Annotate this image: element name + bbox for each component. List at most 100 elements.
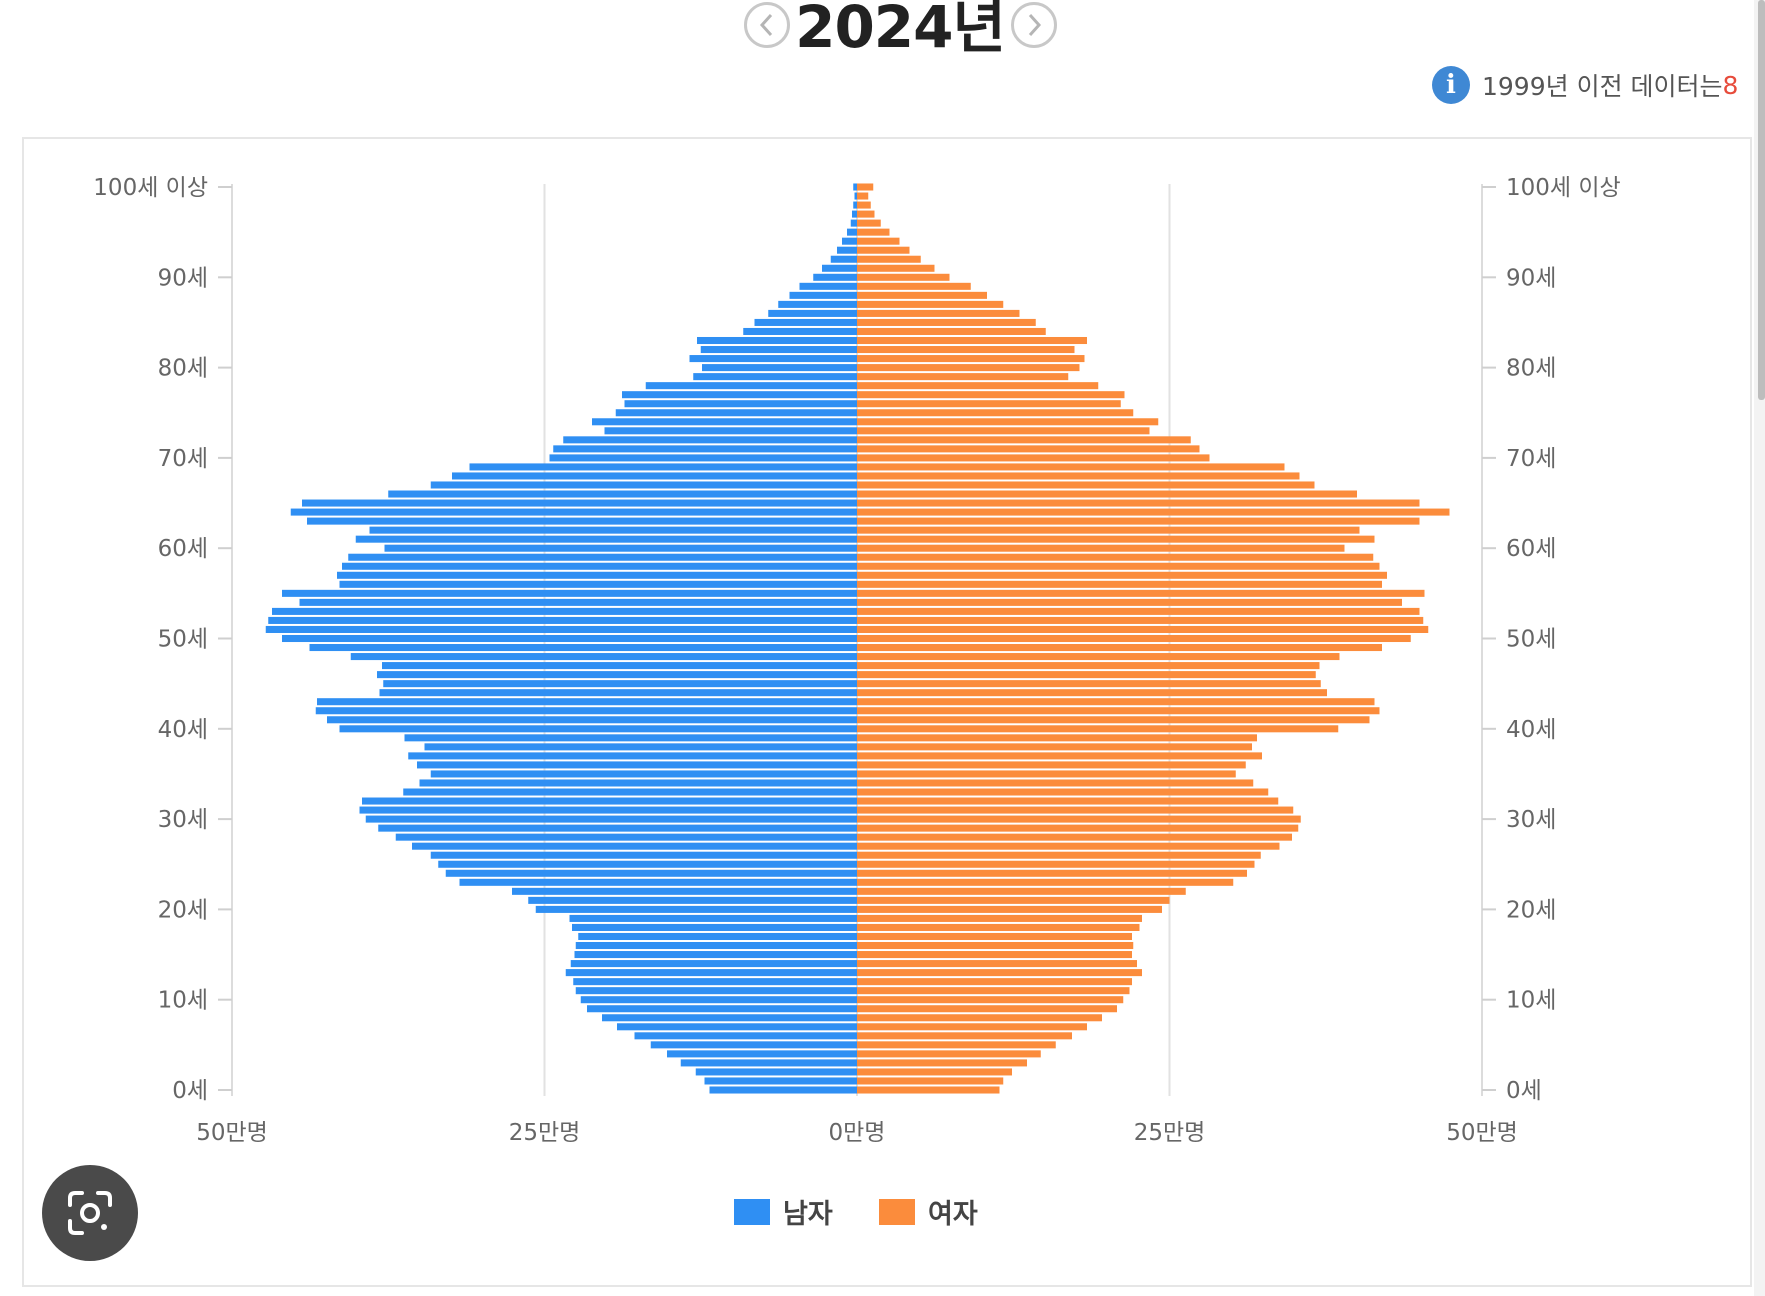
female-bar[interactable] (857, 824, 1299, 832)
male-bar[interactable] (778, 300, 857, 308)
male-bar[interactable] (768, 309, 857, 317)
male-bar[interactable] (570, 960, 857, 968)
next-year-button[interactable] (1011, 2, 1057, 48)
male-bar[interactable] (837, 246, 857, 254)
male-bar[interactable] (512, 887, 857, 895)
male-bar[interactable] (645, 382, 857, 390)
male-bar[interactable] (578, 932, 857, 941)
female-bar[interactable] (857, 210, 875, 218)
female-bar[interactable] (857, 1041, 1056, 1049)
female-bar[interactable] (857, 526, 1360, 534)
female-bar[interactable] (857, 680, 1321, 688)
female-bar[interactable] (857, 896, 1170, 904)
male-bar[interactable] (789, 291, 858, 299)
male-bar[interactable] (813, 273, 857, 281)
female-bar[interactable] (857, 373, 1069, 381)
male-bar[interactable] (709, 1086, 858, 1094)
female-bar[interactable] (857, 264, 935, 272)
female-bar[interactable] (857, 535, 1375, 543)
male-bar[interactable] (695, 1068, 857, 1076)
female-bar[interactable] (857, 228, 890, 236)
male-bar[interactable] (342, 562, 857, 570)
female-bar[interactable] (857, 598, 1402, 606)
legend-label-female[interactable]: 여자 (928, 1199, 978, 1230)
male-bar[interactable] (535, 905, 857, 913)
female-bar[interactable] (857, 255, 921, 263)
male-bar[interactable] (528, 896, 857, 904)
female-bar[interactable] (857, 544, 1345, 552)
male-bar[interactable] (355, 535, 857, 543)
female-bar[interactable] (857, 770, 1236, 778)
male-bar[interactable] (282, 634, 857, 643)
male-bar[interactable] (419, 779, 858, 787)
male-bar[interactable] (424, 743, 858, 751)
male-bar[interactable] (430, 481, 857, 489)
female-bar[interactable] (857, 743, 1252, 751)
male-bar[interactable] (317, 698, 857, 706)
female-bar[interactable] (857, 508, 1450, 516)
male-bar[interactable] (830, 255, 857, 263)
male-bar[interactable] (327, 716, 857, 724)
male-bar[interactable] (268, 616, 857, 624)
male-bar[interactable] (452, 472, 857, 480)
male-bar[interactable] (617, 1023, 857, 1031)
female-bar[interactable] (857, 932, 1132, 941)
female-bar[interactable] (857, 761, 1246, 769)
female-bar[interactable] (857, 201, 871, 209)
male-bar[interactable] (799, 282, 858, 290)
male-bar[interactable] (754, 318, 858, 326)
male-bar[interactable] (650, 1041, 857, 1049)
female-bar[interactable] (857, 725, 1339, 733)
female-bar[interactable] (857, 481, 1315, 489)
male-bar[interactable] (459, 878, 858, 886)
male-bar[interactable] (702, 364, 857, 372)
female-bar[interactable] (857, 842, 1280, 850)
male-bar[interactable] (469, 463, 858, 471)
male-bar[interactable] (822, 264, 857, 272)
female-bar[interactable] (857, 634, 1411, 643)
female-bar[interactable] (857, 355, 1085, 363)
male-bar[interactable] (378, 824, 857, 832)
female-bar[interactable] (857, 625, 1429, 633)
female-bar[interactable] (857, 300, 1004, 308)
male-bar[interactable] (339, 580, 858, 588)
female-bar[interactable] (857, 1032, 1072, 1040)
female-bar[interactable] (857, 1059, 1027, 1067)
female-bar[interactable] (857, 436, 1191, 444)
female-bar[interactable] (857, 671, 1316, 679)
female-bar[interactable] (857, 1023, 1087, 1031)
female-bar[interactable] (857, 978, 1132, 986)
female-bar[interactable] (857, 1077, 1004, 1085)
female-bar[interactable] (857, 364, 1080, 372)
female-bar[interactable] (857, 472, 1300, 480)
male-bar[interactable] (315, 707, 857, 715)
male-bar[interactable] (365, 815, 857, 823)
male-bar[interactable] (743, 327, 857, 336)
female-bar[interactable] (857, 806, 1294, 814)
male-bar[interactable] (382, 662, 857, 670)
male-bar[interactable] (850, 219, 857, 227)
male-bar[interactable] (359, 806, 858, 814)
male-bar[interactable] (697, 336, 857, 345)
male-bar[interactable] (580, 996, 857, 1004)
female-bar[interactable] (857, 969, 1142, 977)
male-bar[interactable] (622, 391, 857, 399)
female-bar[interactable] (857, 887, 1186, 895)
male-bar[interactable] (853, 201, 857, 209)
female-bar[interactable] (857, 1086, 1000, 1094)
male-bar[interactable] (412, 842, 857, 850)
male-bar[interactable] (847, 228, 857, 236)
previous-year-button[interactable] (744, 2, 790, 48)
female-bar[interactable] (857, 662, 1320, 670)
male-bar[interactable] (272, 607, 857, 615)
female-bar[interactable] (857, 427, 1150, 435)
female-bar[interactable] (857, 517, 1420, 525)
male-bar[interactable] (350, 653, 857, 661)
male-bar[interactable] (369, 526, 858, 534)
female-bar[interactable] (857, 788, 1269, 796)
male-bar[interactable] (563, 436, 857, 444)
female-bar[interactable] (857, 951, 1132, 959)
female-bar[interactable] (857, 698, 1375, 706)
male-bar[interactable] (575, 987, 857, 995)
image-search-lens-button[interactable] (42, 1165, 138, 1261)
